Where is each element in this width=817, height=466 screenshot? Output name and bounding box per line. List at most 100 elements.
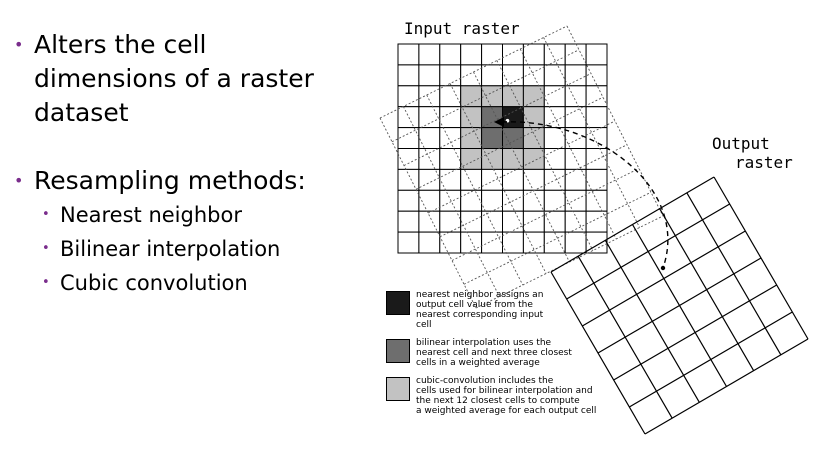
input-raster-grid bbox=[397, 43, 608, 254]
sub-bullet-dot-icon: • bbox=[42, 207, 50, 222]
input-cell bbox=[397, 127, 420, 149]
input-cell bbox=[522, 85, 545, 108]
input-cell bbox=[502, 85, 524, 108]
dotted-gridline bbox=[426, 94, 524, 286]
sub-bullet-dot-icon: • bbox=[42, 241, 50, 256]
method-label: Nearest neighbor bbox=[60, 203, 242, 227]
input-cell bbox=[418, 210, 441, 233]
input-cell bbox=[585, 106, 608, 129]
input-cell bbox=[481, 64, 504, 87]
legend-item-nearest: nearest neighbor assigns an output cell … bbox=[386, 290, 626, 330]
dotted-gridline bbox=[566, 25, 664, 217]
output-gridline bbox=[713, 176, 809, 340]
output-gridline bbox=[629, 311, 793, 408]
input-cell bbox=[564, 168, 587, 191]
input-cell bbox=[585, 43, 608, 66]
dotted-gridline bbox=[473, 71, 570, 263]
bullet-text: Resampling methods: bbox=[34, 166, 306, 195]
input-cell bbox=[543, 189, 566, 212]
output-raster-label-line2: raster bbox=[735, 153, 793, 172]
sub-bullet-dot-icon: • bbox=[42, 275, 50, 290]
output-gridline bbox=[631, 224, 728, 387]
dotted-gridline bbox=[543, 37, 641, 228]
input-cell bbox=[522, 210, 545, 233]
input-cell bbox=[439, 148, 462, 170]
input-cell bbox=[481, 127, 504, 149]
input-cell bbox=[460, 231, 483, 254]
input-cell bbox=[418, 85, 441, 108]
input-cell bbox=[397, 85, 420, 108]
method-label: Cubic convolution bbox=[60, 271, 248, 295]
input-cell bbox=[439, 64, 462, 87]
input-cell bbox=[481, 168, 504, 191]
dotted-gridline bbox=[415, 96, 604, 190]
input-cell bbox=[502, 231, 524, 254]
input-cell bbox=[585, 64, 608, 87]
input-cell bbox=[543, 210, 566, 233]
input-cell bbox=[522, 127, 545, 149]
input-cell bbox=[418, 43, 441, 66]
bullet-list: • Alters the cell dimensions of a raster… bbox=[14, 28, 354, 300]
bullet-dot-icon: • bbox=[14, 35, 24, 54]
input-raster-label: Input raster bbox=[404, 19, 520, 38]
bullet-text: Alters the cell dimensions of a raster d… bbox=[34, 30, 314, 127]
input-cell bbox=[460, 168, 483, 191]
legend-swatch-light-gray bbox=[386, 377, 410, 401]
input-cell bbox=[481, 189, 504, 212]
legend-item-cubic: cubic-convolution includes the cells use… bbox=[386, 376, 626, 416]
method-item-bilinear: • Bilinear interpolation bbox=[42, 232, 354, 266]
input-cell bbox=[418, 148, 441, 170]
input-cell bbox=[481, 210, 504, 233]
output-gridline bbox=[659, 208, 755, 371]
rotated-dotted-grid bbox=[379, 25, 664, 309]
input-cell bbox=[397, 106, 420, 129]
input-cell bbox=[522, 148, 545, 170]
input-cell bbox=[564, 43, 587, 66]
input-cell bbox=[543, 127, 566, 149]
dotted-gridline bbox=[439, 144, 628, 238]
bullet-dot-icon: • bbox=[14, 171, 24, 190]
dotted-gridline bbox=[379, 117, 477, 309]
input-cell bbox=[439, 168, 462, 191]
input-cell bbox=[397, 43, 420, 66]
input-cell bbox=[502, 64, 524, 87]
method-item-cubic: • Cubic convolution bbox=[42, 266, 354, 300]
input-cell bbox=[543, 64, 566, 87]
input-cell bbox=[397, 148, 420, 170]
input-cell bbox=[481, 43, 504, 66]
input-cell bbox=[439, 189, 462, 212]
output-gridline bbox=[613, 284, 777, 381]
input-cell bbox=[564, 231, 587, 254]
input-cell bbox=[502, 168, 524, 191]
dotted-gridline bbox=[519, 48, 617, 240]
input-cell bbox=[585, 127, 608, 149]
input-cell bbox=[460, 189, 483, 212]
input-cell bbox=[522, 43, 545, 66]
input-cell bbox=[543, 148, 566, 170]
dotted-gridline bbox=[391, 49, 580, 143]
dotted-gridline bbox=[402, 106, 500, 297]
input-cell bbox=[397, 210, 420, 233]
input-cell bbox=[460, 64, 483, 87]
legend-swatch-dark-gray bbox=[386, 339, 410, 363]
input-cell bbox=[439, 127, 462, 149]
input-cell bbox=[543, 231, 566, 254]
legend-text: cubic-convolution includes the cells use… bbox=[416, 376, 597, 416]
output-gridline bbox=[686, 192, 782, 356]
input-cell bbox=[439, 231, 462, 254]
input-cell bbox=[564, 106, 587, 129]
bullet-resampling: • Resampling methods: bbox=[14, 164, 354, 198]
method-label: Bilinear interpolation bbox=[60, 237, 281, 261]
input-cell bbox=[502, 210, 524, 233]
output-raster-grid bbox=[550, 176, 809, 435]
mapping-arrow bbox=[501, 121, 669, 269]
legend: nearest neighbor assigns an output cell … bbox=[386, 290, 626, 424]
dotted-gridline bbox=[475, 215, 664, 309]
legend-text: bilinear interpolation uses the nearest … bbox=[416, 338, 572, 368]
input-cell bbox=[397, 168, 420, 191]
input-cell bbox=[481, 85, 504, 108]
input-cell bbox=[502, 106, 524, 129]
input-cell bbox=[439, 43, 462, 66]
input-cell bbox=[585, 168, 608, 191]
input-cell bbox=[502, 43, 524, 66]
